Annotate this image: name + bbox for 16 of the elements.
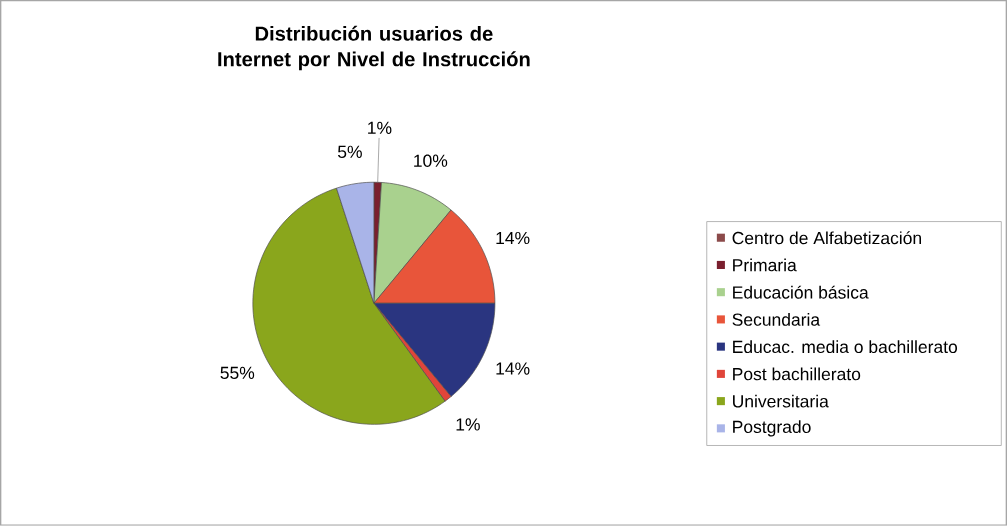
legend-label: Educación básica [733, 285, 869, 299]
data-label: 10% [414, 154, 448, 167]
data-label: 1% [456, 418, 480, 431]
legend-label: Centro de Alfabetización [732, 231, 921, 245]
legend-label: Post bachillerato [733, 367, 861, 381]
legend-label: Postgrado [733, 420, 811, 437]
legend-label: Primaria [733, 258, 797, 272]
data-label: 14% [496, 231, 530, 245]
data-label: 55% [220, 366, 255, 380]
data-label: 1% [368, 121, 392, 135]
data-label: 5% [337, 145, 362, 159]
legend-label: Secundaria [732, 313, 821, 326]
legend-label: Universitaria [733, 394, 829, 408]
chart-title: Distribución usuarios de Internet por Nivel de Instrucción [218, 25, 530, 71]
data-label: 14% [496, 362, 530, 375]
legend-label: Educac. media o bachillerato [733, 340, 958, 354]
